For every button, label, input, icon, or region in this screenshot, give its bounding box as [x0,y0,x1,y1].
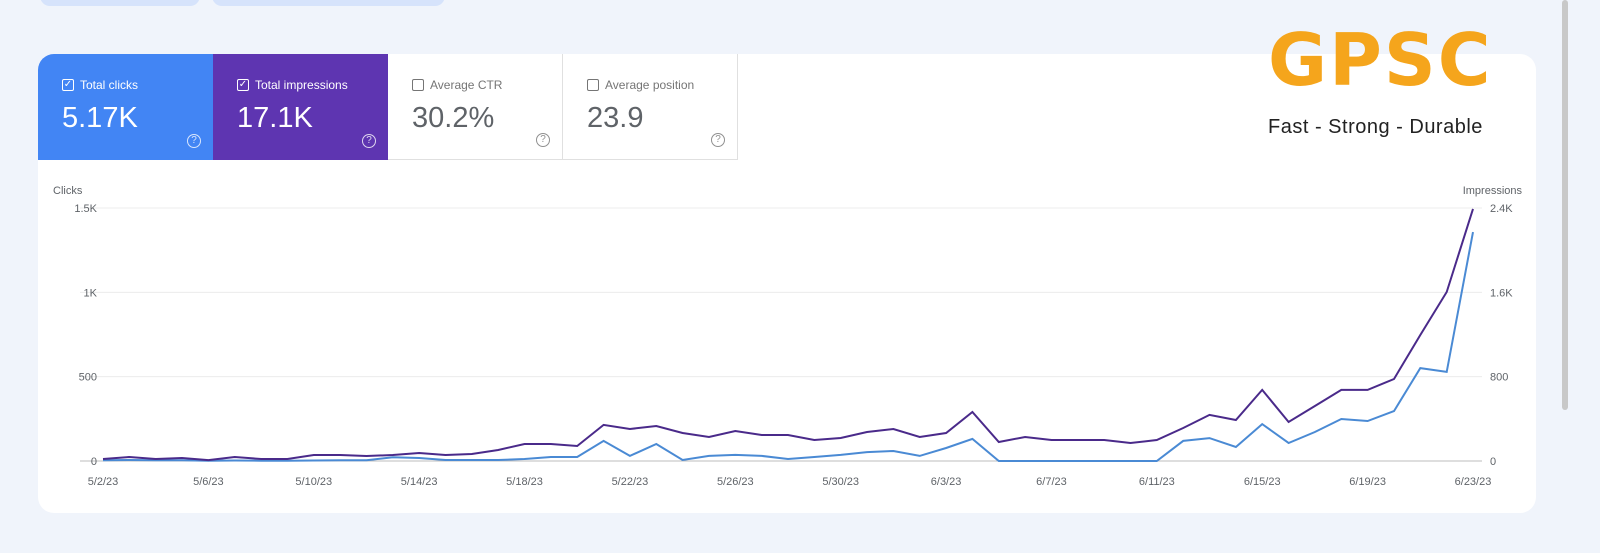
metric-total-clicks[interactable]: ✓ Total clicks 5.17K ? [38,54,213,160]
help-icon[interactable]: ? [187,134,201,148]
metric-label: Average position [605,78,695,92]
checkbox-unchecked-icon[interactable] [587,79,599,91]
checkbox-checked-icon[interactable]: ✓ [237,79,249,91]
left-tick-label: 1K [84,287,98,299]
checkbox-checked-icon[interactable]: ✓ [62,79,74,91]
left-tick-label: 0 [91,456,97,468]
left-tick-label: 500 [79,372,97,384]
x-tick-label: 6/11/23 [1139,476,1175,488]
clicks-line [102,231,1474,462]
metric-value: 23.9 [587,102,644,134]
metric-average-ctr[interactable]: Average CTR 30.2% ? [388,54,563,160]
filter-chip[interactable] [212,0,445,6]
left-tick-label: 1.5K [74,203,97,215]
x-tick-label: 6/7/23 [1036,476,1067,488]
x-tick-label: 6/19/23 [1349,476,1386,488]
x-tick-label: 5/22/23 [612,476,649,488]
x-tick-label: 5/6/23 [193,476,224,488]
impressions-line [102,208,1474,462]
right-tick-label: 1.6K [1490,287,1513,299]
help-icon[interactable]: ? [711,133,725,147]
scrollbar[interactable] [1562,0,1568,410]
x-tick-label: 5/14/23 [401,476,438,488]
metric-label: Total clicks [80,78,139,92]
metric-value: 5.17K [62,102,138,134]
logo-mark: GPSC [1268,18,1493,102]
help-icon[interactable]: ? [536,133,550,147]
metric-value: 17.1K [237,102,313,134]
right-axis-label: Impressions [1463,185,1523,197]
x-tick-label: 5/30/23 [822,476,859,488]
x-tick-label: 5/18/23 [506,476,543,488]
right-tick-label: 800 [1490,372,1508,384]
metric-label: Average CTR [430,78,503,92]
metric-value: 30.2% [412,102,495,134]
x-tick-label: 6/23/23 [1455,476,1492,488]
left-axis-label: Clicks [53,185,83,197]
right-tick-label: 2.4K [1490,203,1513,215]
metric-total-impressions[interactable]: ✓ Total impressions 17.1K ? [213,54,388,160]
filter-chip[interactable] [40,0,200,6]
x-tick-label: 5/10/23 [295,476,332,488]
metric-label: Total impressions [255,78,348,92]
help-icon[interactable]: ? [362,134,376,148]
logo-tagline: Fast - Strong - Durable [1268,116,1483,138]
x-tick-label: 6/3/23 [931,476,962,488]
metric-average-position[interactable]: Average position 23.9 ? [563,54,738,160]
gpsc-logo: GPSC Fast - Strong - Durable [1268,20,1503,139]
performance-card: ✓ Total clicks 5.17K ? ✓ Total impressions… [38,54,1536,513]
x-tick-label: 5/26/23 [717,476,754,488]
right-tick-label: 0 [1490,456,1496,468]
checkbox-unchecked-icon[interactable] [412,79,424,91]
x-tick-label: 5/2/23 [88,476,119,488]
x-tick-label: 6/15/23 [1244,476,1281,488]
